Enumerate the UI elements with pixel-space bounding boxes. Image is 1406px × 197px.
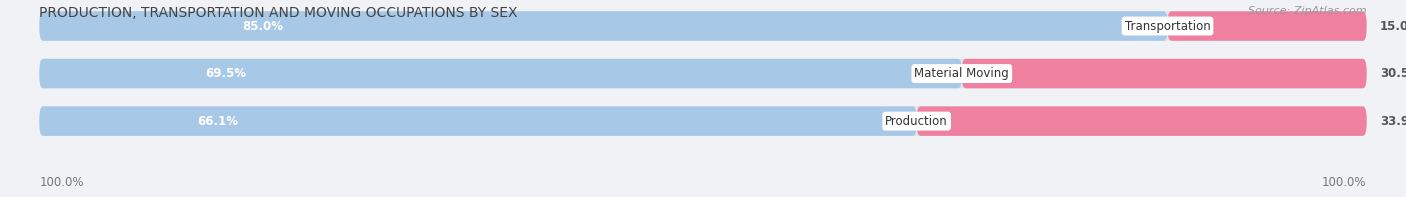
FancyBboxPatch shape — [39, 11, 1367, 41]
FancyBboxPatch shape — [39, 11, 1167, 41]
Text: PRODUCTION, TRANSPORTATION AND MOVING OCCUPATIONS BY SEX: PRODUCTION, TRANSPORTATION AND MOVING OC… — [39, 6, 517, 20]
FancyBboxPatch shape — [39, 59, 962, 88]
Text: 33.9%: 33.9% — [1379, 115, 1406, 128]
Text: 100.0%: 100.0% — [39, 176, 84, 189]
Text: Source: ZipAtlas.com: Source: ZipAtlas.com — [1249, 6, 1367, 16]
Text: Production: Production — [886, 115, 948, 128]
Text: 15.0%: 15.0% — [1379, 20, 1406, 33]
Text: Material Moving: Material Moving — [914, 67, 1010, 80]
FancyBboxPatch shape — [962, 59, 1367, 88]
FancyBboxPatch shape — [917, 106, 1367, 136]
FancyBboxPatch shape — [1167, 11, 1367, 41]
FancyBboxPatch shape — [39, 106, 1367, 136]
Text: Transportation: Transportation — [1125, 20, 1211, 33]
Text: 66.1%: 66.1% — [197, 115, 238, 128]
Text: 30.5%: 30.5% — [1379, 67, 1406, 80]
Text: 69.5%: 69.5% — [205, 67, 246, 80]
Text: 85.0%: 85.0% — [242, 20, 284, 33]
FancyBboxPatch shape — [39, 106, 917, 136]
FancyBboxPatch shape — [39, 59, 1367, 88]
Text: 100.0%: 100.0% — [1322, 176, 1367, 189]
